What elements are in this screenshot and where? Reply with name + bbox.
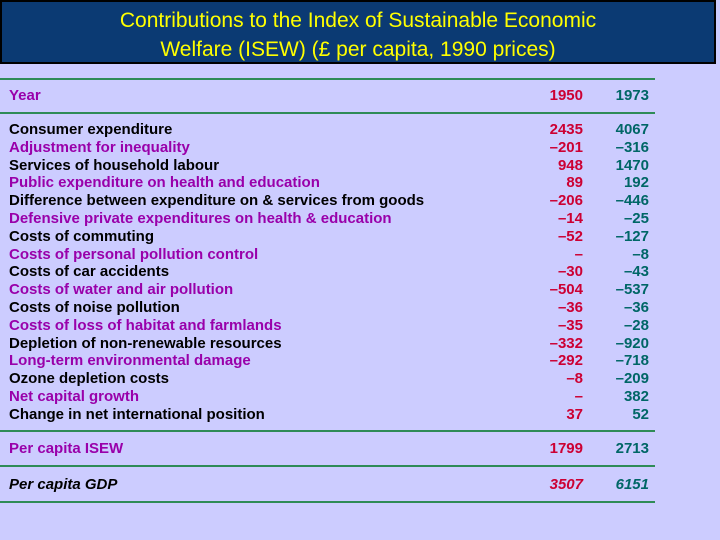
row-value-1973: 192 bbox=[623, 174, 649, 192]
row-label: Consumer expenditure bbox=[9, 121, 173, 138]
slide-title-line-2: Welfare (ISEW) (£ per capita, 1990 price… bbox=[160, 38, 556, 61]
header-1950: 1950 bbox=[549, 87, 583, 104]
row-label: Costs of water and air pollution bbox=[9, 281, 234, 299]
gdp-label: Per capita GDP bbox=[9, 476, 118, 493]
row-value-1973: 4067 bbox=[615, 121, 649, 138]
row-label: Public expenditure on health and educati… bbox=[9, 174, 320, 192]
slide-title: Contributions to the Index of Sustainabl… bbox=[0, 0, 716, 64]
row-value-1950: –292 bbox=[549, 352, 583, 370]
row-value-1973: –8 bbox=[632, 245, 649, 263]
row-value-1950: – bbox=[574, 388, 583, 405]
row-value-1950: –14 bbox=[557, 210, 583, 227]
row-value-1973: –209 bbox=[615, 370, 649, 388]
row-label: Depletion of non-renewable resources bbox=[9, 334, 282, 352]
row-value-1950: –36 bbox=[557, 299, 583, 316]
row-label: Net capital growth bbox=[9, 388, 140, 405]
row-value-1950: –504 bbox=[549, 281, 583, 299]
isew-label: Per capita ISEW bbox=[9, 440, 124, 457]
row-value-1973: –920 bbox=[615, 334, 649, 352]
row-value-1950: –332 bbox=[549, 334, 583, 352]
row-value-1950: –206 bbox=[549, 192, 583, 210]
row-label: Costs of commuting bbox=[9, 227, 154, 245]
row-label: Costs of loss of habitat and farmlands bbox=[9, 316, 282, 334]
row-value-1950: – bbox=[574, 245, 583, 263]
gdp-1950: 3507 bbox=[549, 476, 583, 493]
row-value-1973: 1470 bbox=[615, 156, 649, 174]
table-top-rule bbox=[0, 78, 655, 80]
row-value-1973: –25 bbox=[623, 210, 649, 227]
isew-top-rule bbox=[0, 430, 655, 432]
isew-1973: 2713 bbox=[615, 440, 649, 457]
row-value-1973: –36 bbox=[623, 299, 649, 316]
header-1973: 1973 bbox=[615, 87, 649, 104]
row-label: Costs of car accidents bbox=[9, 263, 170, 281]
row-value-1950: 2435 bbox=[549, 121, 583, 138]
table-bottom-rule bbox=[0, 501, 655, 503]
row-label: Services of household labour bbox=[9, 156, 220, 174]
row-label: Costs of personal pollution control bbox=[9, 245, 259, 263]
row-value-1950: –30 bbox=[557, 263, 583, 281]
row-value-1973: –127 bbox=[615, 227, 649, 245]
row-value-1950: –35 bbox=[557, 316, 583, 334]
row-value-1950: 37 bbox=[566, 405, 583, 423]
row-label: Defensive private expenditures on health… bbox=[9, 210, 392, 227]
row-label: Difference between expenditure on & serv… bbox=[9, 192, 425, 210]
row-value-1950: 89 bbox=[566, 174, 583, 192]
row-value-1950: –52 bbox=[557, 227, 583, 245]
row-value-1950: –201 bbox=[549, 138, 583, 156]
row-value-1950: –8 bbox=[566, 370, 583, 388]
row-label: Costs of noise pollution bbox=[9, 299, 180, 316]
row-label: Ozone depletion costs bbox=[9, 370, 170, 388]
header-rule bbox=[0, 112, 655, 114]
row-value-1950: 948 bbox=[557, 156, 583, 174]
gdp-1973: 6151 bbox=[615, 476, 649, 493]
row-value-1973: –316 bbox=[615, 138, 649, 156]
row-label: Long-term environmental damage bbox=[9, 352, 251, 370]
row-value-1973: 52 bbox=[632, 405, 649, 423]
row-value-1973: –28 bbox=[623, 316, 649, 334]
row-label: Change in net international position bbox=[9, 405, 265, 423]
isew-1950: 1799 bbox=[549, 440, 583, 457]
row-label: Adjustment for inequality bbox=[9, 138, 190, 156]
row-value-1973: –446 bbox=[615, 192, 649, 210]
row-value-1973: –43 bbox=[623, 263, 649, 281]
header-year-label: Year bbox=[9, 87, 41, 104]
slide-title-line-1: Contributions to the Index of Sustainabl… bbox=[119, 9, 597, 32]
row-value-1973: –537 bbox=[615, 281, 649, 299]
row-value-1973: –718 bbox=[615, 352, 649, 370]
gdp-top-rule bbox=[0, 465, 655, 467]
row-value-1973: 382 bbox=[623, 388, 649, 405]
